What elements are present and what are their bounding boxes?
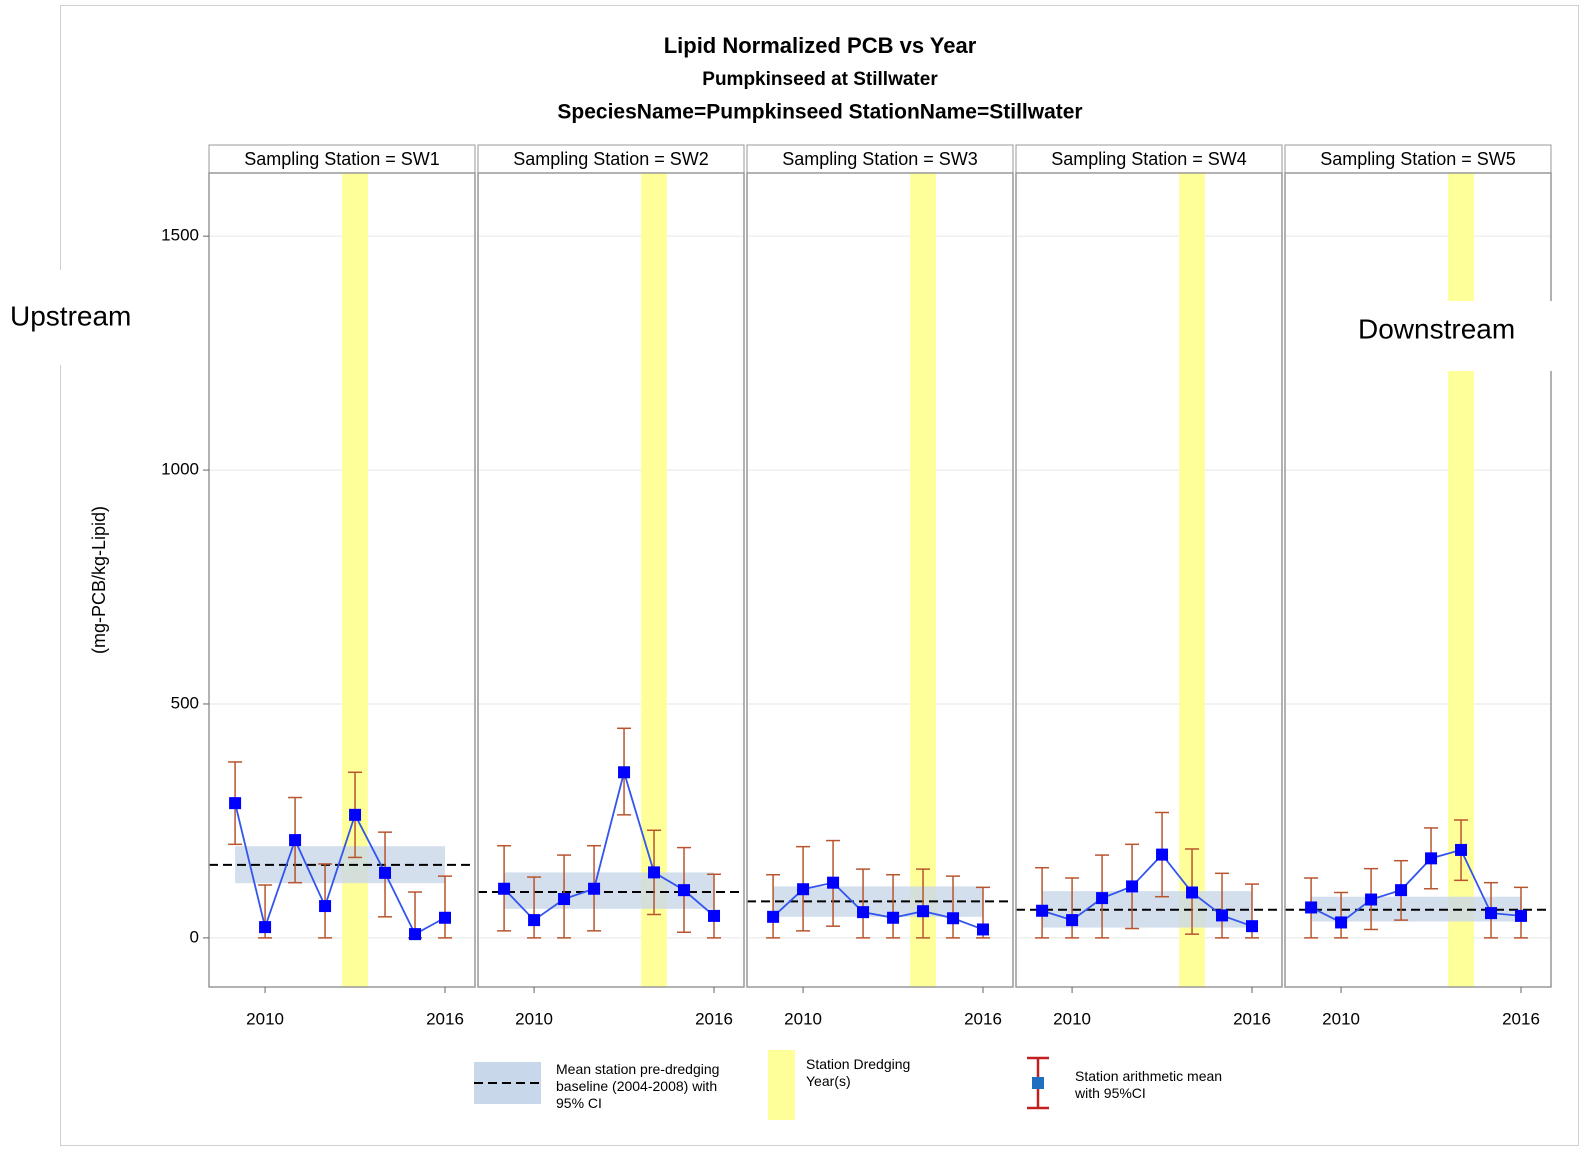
chart-title: Lipid Normalized PCB vs Year (664, 33, 977, 58)
annotation: Upstream (10, 300, 131, 331)
panel-frame (477, 172, 745, 988)
panel-frame (1015, 172, 1283, 988)
panel-frame (746, 172, 1014, 988)
marker (349, 808, 362, 821)
x-tick-label: 2010 (246, 1009, 284, 1028)
panel-header (477, 144, 745, 174)
marker (498, 882, 511, 895)
marker (259, 921, 272, 934)
marker (977, 923, 990, 936)
panel-header (746, 144, 1014, 174)
y-tick-label: 500 (171, 693, 199, 712)
annotation-bg (2, 270, 172, 365)
legend-label: Station Dredging Year(s) (806, 1056, 911, 1089)
marker (678, 884, 691, 897)
x-tick-label: 2016 (1233, 1009, 1271, 1028)
legend-label: Mean station pre-dredging baseline (2004… (556, 1061, 720, 1111)
x-tick-label: 2016 (426, 1009, 464, 1028)
annotation: Downstream (1358, 313, 1515, 344)
panel-title: Sampling Station = SW2 (513, 149, 709, 169)
panel-frame (208, 172, 476, 988)
panel-title: Sampling Station = SW1 (244, 149, 440, 169)
panel-title: Sampling Station = SW5 (1320, 149, 1516, 169)
marker (319, 900, 332, 913)
y-tick-label: 1500 (161, 226, 199, 245)
marker (289, 834, 302, 847)
x-tick-label: 2016 (964, 1009, 1002, 1028)
marker (827, 876, 840, 889)
frame (60, 5, 1579, 1146)
marker (947, 912, 960, 925)
marker (1216, 909, 1229, 922)
legend-swatch (1032, 1077, 1044, 1089)
marker (1365, 893, 1378, 906)
marker (1066, 914, 1079, 927)
marker (1335, 916, 1348, 929)
marker (857, 906, 870, 919)
marker (229, 797, 242, 810)
series-line (234, 802, 446, 936)
panel-header (1284, 144, 1552, 174)
marker (1126, 880, 1139, 893)
x-tick-label: 2016 (695, 1009, 733, 1028)
x-tick-label: 2016 (1502, 1009, 1540, 1028)
marker (797, 883, 810, 896)
legend-label: Station arithmetic mean with 95%CI (1075, 1068, 1223, 1101)
marker (1515, 909, 1528, 922)
marker (528, 914, 541, 927)
y-tick-label: 0 (190, 927, 199, 946)
marker (1036, 904, 1049, 917)
marker (588, 882, 601, 895)
panel-title: Sampling Station = SW3 (782, 149, 978, 169)
panel-title: Sampling Station = SW4 (1051, 149, 1247, 169)
marker (1425, 852, 1438, 865)
legend-swatch (768, 1050, 795, 1120)
y-tick-label: 1000 (161, 460, 199, 479)
marker (708, 909, 721, 922)
marker (379, 866, 392, 879)
marker (887, 911, 900, 924)
marker (1395, 884, 1408, 897)
panel-header (1015, 144, 1283, 174)
chart-subtitle: SpeciesName=Pumpkinseed StationName=Stil… (557, 101, 1082, 124)
x-tick-label: 2010 (1322, 1009, 1360, 1028)
marker (618, 766, 631, 779)
marker (917, 905, 930, 918)
dredging-band (910, 173, 936, 987)
marker (409, 928, 422, 941)
marker (439, 911, 452, 924)
panel-header (208, 144, 476, 174)
marker (1186, 886, 1199, 899)
marker (1156, 848, 1169, 861)
marker (648, 866, 661, 879)
marker (767, 910, 780, 923)
annotation-bg (1352, 301, 1557, 371)
x-tick-label: 2010 (515, 1009, 553, 1028)
panel-frame (1284, 172, 1552, 988)
marker (1246, 920, 1259, 933)
marker (1305, 901, 1318, 914)
x-tick-label: 2010 (1053, 1009, 1091, 1028)
marker (558, 893, 571, 906)
marker (1455, 843, 1468, 856)
chart-subtitle: Pumpkinseed at Stillwater (702, 69, 938, 90)
marker (1485, 907, 1498, 920)
marker (1096, 892, 1109, 905)
y-axis-label: (mg-PCB/kg-Lipid) (89, 506, 109, 654)
x-tick-label: 2010 (784, 1009, 822, 1028)
